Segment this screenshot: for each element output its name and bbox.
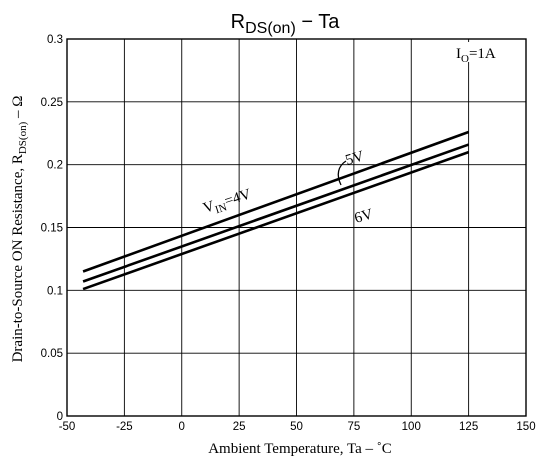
condition-label: IO=1A bbox=[456, 46, 496, 65]
chart-title: RDS(on) − Ta bbox=[231, 11, 341, 37]
x-tick-label: 150 bbox=[516, 421, 535, 433]
y-tick-label: 0 bbox=[57, 411, 63, 423]
x-axis-title: Ambient Temperature, Ta – ˚C bbox=[208, 441, 392, 457]
series-line-5v bbox=[82, 143, 470, 283]
y-tick-label: 0.15 bbox=[41, 223, 63, 235]
y-tick-label: 0.3 bbox=[47, 34, 63, 46]
x-tick-label: 100 bbox=[402, 421, 421, 433]
x-tick-label: 125 bbox=[459, 421, 478, 433]
y-tick-label: 0.25 bbox=[41, 97, 63, 109]
x-tick-label: 0 bbox=[179, 421, 185, 433]
condition-label-bg bbox=[452, 42, 520, 62]
series-group bbox=[82, 130, 470, 291]
x-tick-labels: -50 -25 0 25 50 75 100 125 150 bbox=[59, 421, 536, 433]
y-axis-title: Drain-to-Source ON Resistance, RDS(on) –… bbox=[10, 96, 29, 363]
grid bbox=[67, 39, 526, 416]
y-tick-label: 0.2 bbox=[47, 160, 63, 172]
y-tick-labels: 0 0.05 0.1 0.15 0.2 0.25 0.3 bbox=[41, 34, 63, 423]
x-tick-label: 50 bbox=[290, 421, 303, 433]
x-tick-label: 75 bbox=[347, 421, 360, 433]
series-line-4v bbox=[82, 130, 470, 273]
y-tick-label: 0.05 bbox=[41, 348, 63, 360]
label-vin-4v: VIN=4V bbox=[201, 186, 254, 219]
plot-frame bbox=[66, 38, 527, 417]
y-tick-label: 0.1 bbox=[47, 285, 63, 297]
label-5v-leader bbox=[337, 160, 347, 186]
label-6v: 6V bbox=[353, 206, 375, 226]
x-tick-label: -25 bbox=[116, 421, 133, 433]
series-line-6v bbox=[82, 150, 470, 291]
x-tick-label: 25 bbox=[233, 421, 246, 433]
label-5v: 5V bbox=[344, 148, 366, 168]
x-tick-label: -50 bbox=[59, 421, 76, 433]
